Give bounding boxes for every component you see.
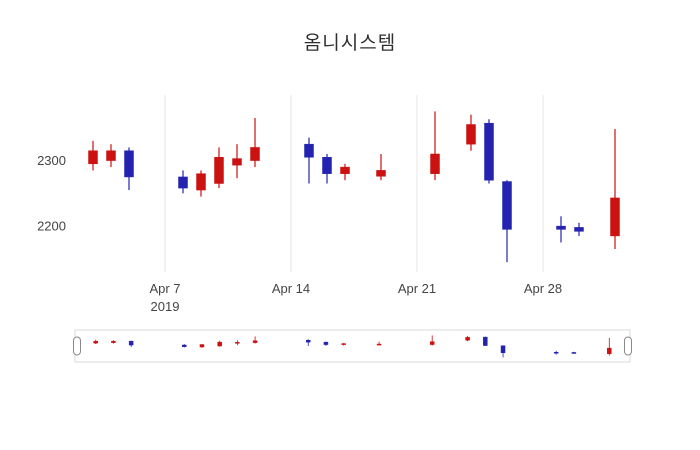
candle-body: [429, 341, 435, 345]
candle-body: [93, 340, 98, 344]
candle-body: [252, 340, 258, 343]
candle-body: [305, 339, 311, 343]
candle-body: [465, 337, 470, 341]
x-tick-label: Apr 14: [272, 281, 310, 296]
x-tick-label: Apr 21: [398, 281, 436, 296]
range-slider-series: [93, 335, 612, 358]
candle-body: [196, 173, 206, 191]
candle-body: [484, 122, 494, 181]
candle-body: [556, 225, 566, 230]
candle-body: [341, 343, 346, 345]
candle-body: [553, 352, 559, 354]
x-tick-label: Apr 28: [524, 281, 562, 296]
chart-title: 옴니시스템: [303, 33, 397, 54]
x-tick-label: Apr 7: [149, 281, 180, 296]
candle-body: [574, 227, 584, 232]
candle-body: [199, 344, 205, 348]
candle-body: [500, 345, 506, 353]
candle-body: [182, 344, 187, 347]
candle-body: [128, 340, 134, 346]
x-axis-labels: Apr 7 2019 Apr 14 Apr 21 Apr 28: [149, 281, 562, 314]
candle-body: [304, 143, 314, 158]
candle-body: [322, 157, 332, 174]
candle-body: [483, 336, 488, 346]
range-slider[interactable]: [73, 329, 632, 363]
candle-body: [232, 158, 242, 166]
candle-body: [430, 153, 440, 174]
range-slider-handle-right[interactable]: [624, 336, 632, 356]
candle-body: [124, 150, 134, 178]
y-tick-label: 2200: [37, 219, 66, 234]
candle-body: [376, 170, 386, 177]
candle-body: [610, 197, 620, 237]
candle-body: [466, 124, 476, 145]
candle-body: [106, 150, 116, 161]
y-axis-labels: 2300 2200: [37, 153, 66, 234]
candle-body: [376, 343, 382, 346]
candlestick-series: [88, 111, 620, 263]
candle-body: [571, 352, 577, 354]
candle-body: [607, 347, 612, 354]
candle-body: [88, 150, 98, 165]
candle-body: [235, 342, 240, 344]
candle-body: [340, 166, 350, 174]
range-slider-handle-left[interactable]: [73, 336, 81, 356]
candle-body: [178, 176, 188, 189]
candle-body: [214, 157, 224, 184]
candle-body: [250, 147, 260, 161]
x-gridlines: [164, 95, 544, 272]
candle-body: [111, 340, 116, 343]
range-slider-track[interactable]: [74, 329, 631, 363]
candle-body: [217, 341, 222, 347]
candle-body: [502, 181, 512, 230]
candle-body: [323, 341, 329, 345]
y-tick-label: 2300: [37, 153, 66, 168]
x-tick-year-label: 2019: [151, 299, 180, 314]
